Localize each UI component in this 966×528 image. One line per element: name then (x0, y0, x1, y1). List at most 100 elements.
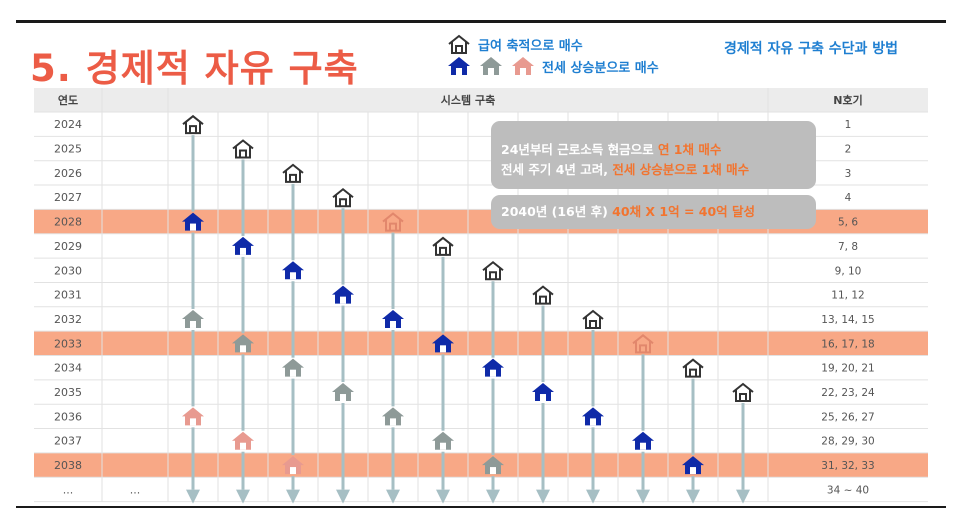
house-blue-icon (281, 260, 305, 282)
arrow-head-icon (586, 489, 600, 504)
note-1-highlight: 연 1채 매수 (657, 142, 722, 157)
house-outline-icon (281, 162, 305, 184)
house-pink-icon (181, 406, 205, 428)
note-3-highlight: 40채 X 1억 = 40억 달성 (612, 204, 756, 219)
note-2-text: 전세 주기 4년 고려, (501, 162, 613, 177)
year-cell: 2034 (54, 362, 82, 375)
n-cell: 34 ~ 40 (827, 484, 869, 496)
year-cell: 2038 (54, 459, 82, 472)
house-outline-icon (231, 138, 255, 160)
table-row (34, 379, 928, 405)
house-pink-icon (231, 430, 255, 452)
house-blue-icon (431, 333, 455, 355)
house-outline-icon (448, 34, 470, 54)
header-n: N호기 (833, 93, 862, 107)
arrow-head-icon (386, 489, 400, 504)
house-outline-icon (681, 357, 705, 379)
house-outline-icon (581, 308, 605, 330)
house-blue-icon (631, 430, 655, 452)
house-outline-icon (331, 187, 355, 209)
year-cell: 2024 (54, 118, 82, 131)
legend-jeonse: 전세 상승분으로 매수 (446, 55, 659, 77)
n-cell: 11, 12 (831, 290, 864, 302)
house-outline-icon (531, 284, 555, 306)
house-salmon-outline-icon (631, 333, 655, 355)
n-cell: 1 (845, 119, 852, 131)
house-blue-icon (381, 308, 405, 330)
year-cell: 2037 (54, 435, 82, 448)
note-plan: 24년부터 근로소득 현금으로 연 1채 매수 전세 주기 4년 고려, 전세 … (491, 121, 816, 189)
year-cell: 2030 (54, 264, 82, 277)
note-2-highlight: 전세 상승분으로 1채 매수 (612, 162, 750, 177)
arrow-head-icon (336, 489, 350, 504)
arrow-head-icon (236, 489, 250, 504)
highlight-row (34, 331, 928, 356)
n-cell: 22, 23, 24 (821, 387, 875, 399)
note-3-text: 2040년 (16년 후) (501, 204, 613, 219)
year-cell: ... (63, 483, 74, 496)
table-row (34, 233, 928, 259)
house-blue-icon (331, 284, 355, 306)
n-cell: 19, 20, 21 (821, 363, 874, 375)
n-cell: 9, 10 (835, 265, 862, 277)
house-gray-icon (281, 357, 305, 379)
table-row (34, 477, 928, 502)
year-cell: 2033 (54, 337, 82, 350)
n-cell: 16, 17, 18 (821, 338, 874, 350)
house-blue-icon (231, 235, 255, 257)
note-line-2: 전세 주기 4년 고려, 전세 상승분으로 1채 매수 (501, 160, 816, 180)
n-cell: 7, 8 (838, 241, 858, 253)
year-cell: 2036 (54, 410, 82, 423)
house-salmon-outline-icon (381, 211, 405, 233)
house-outline-icon (181, 114, 205, 136)
house-blue-icon (181, 211, 205, 233)
blank-cell: ... (130, 483, 141, 496)
note-goal: 2040년 (16년 후) 40채 X 1억 = 40억 달성 (491, 195, 816, 229)
n-cell: 5, 6 (838, 217, 858, 229)
house-gray-icon (480, 57, 502, 75)
table-row (34, 428, 928, 453)
arrow-head-icon (436, 489, 450, 504)
year-cell: 2035 (54, 386, 82, 399)
house-blue-icon (481, 357, 505, 379)
house-blue-icon (448, 57, 470, 75)
table-row (34, 282, 928, 307)
year-cell: 2031 (54, 289, 82, 302)
arrow-head-icon (736, 489, 750, 504)
n-cell: 3 (845, 168, 852, 180)
table-header-bg (34, 88, 928, 112)
house-pink-icon (512, 57, 534, 75)
house-gray-icon (381, 406, 405, 428)
legend-salary-label: 급여 축적으로 매수 (478, 38, 583, 54)
house-blue-icon (681, 455, 705, 477)
house-gray-icon (331, 382, 355, 404)
n-cell: 25, 26, 27 (821, 411, 874, 423)
n-cell: 4 (845, 192, 852, 204)
legend-jeonse-label: 전세 상승분으로 매수 (542, 60, 659, 76)
year-cell: 2025 (54, 143, 82, 156)
house-blue-icon (581, 406, 605, 428)
house-blue-icon (531, 382, 555, 404)
note-1-text: 24년부터 근로소득 현금으로 (501, 142, 658, 157)
year-cell: 2028 (54, 216, 82, 229)
house-outline-icon (431, 235, 455, 257)
legend-salary: 급여 축적으로 매수 (446, 33, 583, 55)
house-gray-icon (481, 455, 505, 477)
arrow-head-icon (636, 489, 650, 504)
house-gray-icon (431, 430, 455, 452)
note-line-1: 24년부터 근로소득 현금으로 연 1채 매수 (501, 140, 816, 160)
bottom-rule (16, 506, 946, 508)
method-link[interactable]: 경제적 자유 구축 수단과 방법 (724, 41, 899, 57)
house-outline-icon (481, 260, 505, 282)
house-outline-icon (731, 382, 755, 404)
arrow-head-icon (686, 489, 700, 504)
n-cell: 13, 14, 15 (821, 314, 874, 326)
header-year: 연도 (58, 93, 78, 107)
n-cell: 2 (845, 144, 852, 156)
house-gray-icon (181, 308, 205, 330)
year-cell: 2032 (54, 313, 82, 326)
year-cell: 2029 (54, 240, 82, 253)
top-rule (16, 20, 946, 23)
arrow-head-icon (536, 489, 550, 504)
